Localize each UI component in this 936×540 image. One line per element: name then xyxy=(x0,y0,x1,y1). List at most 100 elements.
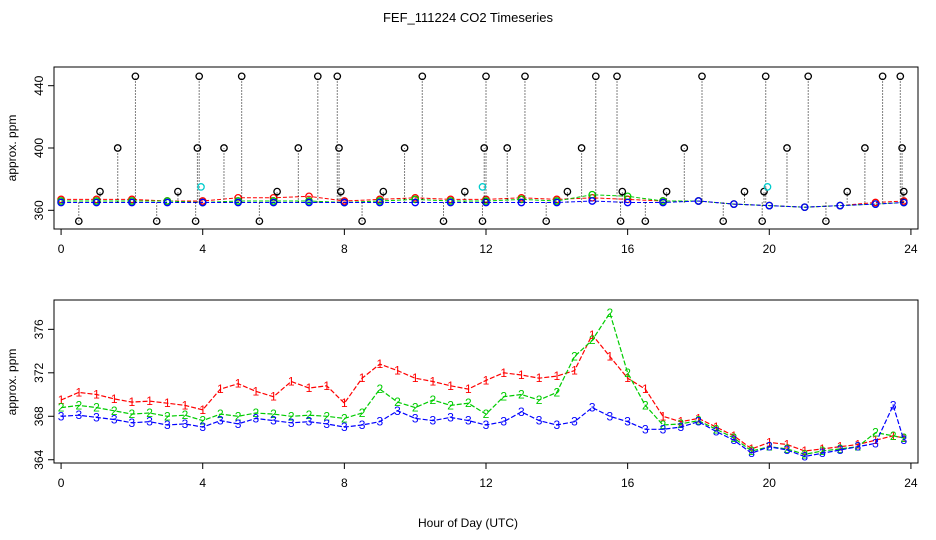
top-x-tick-label: 16 xyxy=(621,242,635,256)
bottom-point-1: 1 xyxy=(394,364,401,378)
top-point-black xyxy=(478,217,487,226)
bottom-point-3: 3 xyxy=(518,405,525,419)
bottom-point-1: 1 xyxy=(589,328,596,342)
bottom-point-1: 1 xyxy=(872,433,879,447)
bottom-point-3: 3 xyxy=(660,422,667,436)
top-x-tick-label: 8 xyxy=(341,242,348,256)
bottom-point-3: 3 xyxy=(341,420,348,434)
top-point-black xyxy=(680,144,689,152)
top-point-blue xyxy=(836,201,844,210)
bottom-point-2: 2 xyxy=(900,431,907,445)
bottom-point-1: 1 xyxy=(731,429,738,443)
bottom-point-1: 1 xyxy=(288,375,295,389)
top-point-black xyxy=(616,217,625,226)
top-chart-ylabel: approx. ppm xyxy=(5,115,19,182)
top-point-blue xyxy=(411,198,420,207)
bottom-point-2: 2 xyxy=(713,422,720,436)
top-y-tick-label: 400 xyxy=(32,138,46,158)
bottom-point-3: 3 xyxy=(483,418,490,432)
top-point-black xyxy=(220,144,228,152)
bottom-point-1: 1 xyxy=(146,394,153,408)
bottom-point-2: 2 xyxy=(146,406,153,420)
bottom-point-3: 3 xyxy=(801,450,808,464)
top-point-black xyxy=(460,187,469,196)
bottom-point-2: 2 xyxy=(323,409,330,423)
bottom-point-1: 1 xyxy=(483,373,490,387)
top-point-blue xyxy=(57,198,65,207)
bottom-point-3: 3 xyxy=(270,414,277,428)
top-point-blue xyxy=(305,198,313,207)
bottom-point-2: 2 xyxy=(270,407,277,421)
bottom-point-2: 2 xyxy=(288,409,295,423)
bottom-point-1: 1 xyxy=(75,385,82,399)
top-point-black xyxy=(861,144,869,152)
bottom-point-1: 1 xyxy=(129,395,136,409)
bottom-point-1: 1 xyxy=(713,420,720,434)
bottom-point-2: 2 xyxy=(607,306,614,320)
bottom-point-3: 3 xyxy=(900,433,907,447)
top-point-black xyxy=(193,144,202,152)
bottom-point-2: 2 xyxy=(589,333,596,347)
top-point-blue xyxy=(588,197,597,205)
top-point-black xyxy=(577,144,586,152)
top-point-black xyxy=(379,187,388,196)
bottom-point-2: 2 xyxy=(58,401,65,415)
bottom-point-2: 2 xyxy=(624,366,631,380)
bottom-point-2: 2 xyxy=(182,408,189,422)
bottom-chart-ylabel: approx. ppm xyxy=(5,349,19,416)
bottom-point-2: 2 xyxy=(129,407,136,421)
bottom-point-1: 1 xyxy=(571,364,578,378)
bottom-point-1: 1 xyxy=(252,384,259,398)
top-x-tick-label: 0 xyxy=(58,242,65,256)
bottom-point-1: 1 xyxy=(500,366,507,380)
bottom-point-3: 3 xyxy=(837,443,844,457)
bottom-point-3: 3 xyxy=(465,414,472,428)
bottom-point-2: 2 xyxy=(447,398,454,412)
bottom-point-1: 1 xyxy=(199,403,206,417)
top-point-black xyxy=(804,72,813,81)
bottom-point-2: 2 xyxy=(500,390,507,404)
bottom-x-tick-label: 4 xyxy=(199,476,206,490)
bottom-point-2: 2 xyxy=(164,409,171,423)
top-point-black xyxy=(618,187,627,196)
bottom-point-2: 2 xyxy=(695,414,702,428)
bottom-point-3: 3 xyxy=(288,416,295,430)
top-point-black xyxy=(336,187,345,196)
top-point-blue xyxy=(623,198,632,207)
bottom-point-3: 3 xyxy=(872,436,879,450)
top-point-black xyxy=(740,187,749,196)
bottom-point-2: 2 xyxy=(235,409,242,423)
top-point-black xyxy=(783,144,791,152)
top-point-black xyxy=(591,72,600,81)
bottom-point-3: 3 xyxy=(394,404,401,418)
bottom-point-3: 3 xyxy=(890,398,897,412)
bottom-point-3: 3 xyxy=(784,443,791,457)
top-point-cyan xyxy=(197,183,205,191)
bottom-point-3: 3 xyxy=(58,409,65,423)
bottom-point-1: 1 xyxy=(235,377,242,391)
bottom-point-1: 1 xyxy=(447,379,454,393)
bottom-point-2: 2 xyxy=(837,442,844,456)
bottom-point-1: 1 xyxy=(837,440,844,454)
top-x-tick-label: 12 xyxy=(479,242,493,256)
top-point-black xyxy=(878,72,887,81)
bottom-point-3: 3 xyxy=(713,425,720,439)
bottom-point-3: 3 xyxy=(500,415,507,429)
bottom-point-1: 1 xyxy=(376,357,383,371)
top-point-black xyxy=(563,187,572,196)
top-point-black xyxy=(822,217,830,226)
x-axis-label: Hour of Day (UTC) xyxy=(418,516,518,530)
top-point-black xyxy=(662,187,671,196)
bottom-point-2: 2 xyxy=(376,382,383,396)
bottom-point-3: 3 xyxy=(819,446,826,460)
top-point-black xyxy=(74,217,83,226)
top-point-black xyxy=(613,72,621,81)
bottom-point-3: 3 xyxy=(553,418,560,432)
bottom-point-2: 2 xyxy=(199,414,206,428)
bottom-point-3: 3 xyxy=(766,440,773,454)
bottom-x-tick-label: 0 xyxy=(58,476,65,490)
bottom-point-3: 3 xyxy=(748,446,755,460)
bottom-x-tick-label: 24 xyxy=(904,476,918,490)
